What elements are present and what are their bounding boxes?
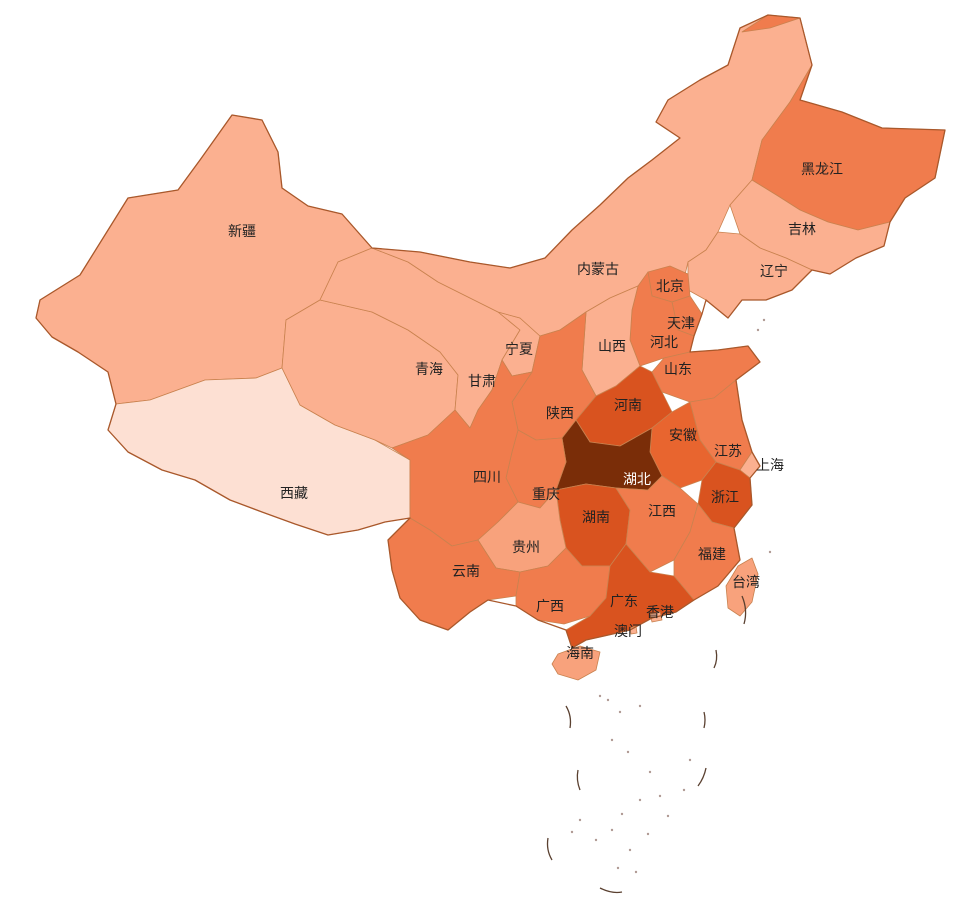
- province-labels: 黑龙江 吉林 辽宁 内蒙古 新疆 西藏 青海 甘肃 宁夏 陕西 山西 北京 天津…: [228, 162, 843, 662]
- label-sichuan: 四川: [473, 470, 501, 486]
- national-boundary: [35, 14, 946, 649]
- label-heilongjiang: 黑龙江: [801, 162, 843, 178]
- label-hubei: 湖北: [623, 472, 651, 488]
- label-shanxi: 山西: [598, 339, 626, 355]
- label-henan: 河南: [614, 398, 642, 414]
- label-hongkong: 香港: [646, 605, 674, 621]
- label-guangxi: 广西: [536, 599, 564, 615]
- label-jiangxi: 江西: [648, 504, 676, 520]
- label-xinjiang: 新疆: [228, 224, 256, 240]
- label-shanghai: 上海: [756, 458, 784, 474]
- south-sea-islands: [570, 318, 772, 874]
- label-jilin: 吉林: [788, 222, 816, 238]
- label-xizang: 西藏: [280, 486, 308, 502]
- label-zhejiang: 浙江: [711, 490, 739, 506]
- label-fujian: 福建: [698, 547, 726, 563]
- province-hainan[interactable]: [551, 645, 601, 681]
- label-macau: 澳门: [614, 624, 642, 640]
- label-qinghai: 青海: [415, 362, 443, 378]
- province-macau[interactable]: [629, 625, 638, 635]
- label-shandong: 山东: [664, 362, 692, 378]
- label-jiangsu: 江苏: [714, 444, 742, 460]
- label-shaanxi: 陕西: [546, 406, 574, 422]
- label-hainan: 海南: [566, 646, 594, 662]
- label-hunan: 湖南: [582, 510, 610, 526]
- label-tianjin: 天津: [667, 316, 695, 332]
- label-beijing: 北京: [656, 279, 684, 295]
- label-anhui: 安徽: [669, 428, 697, 444]
- label-taiwan: 台湾: [732, 574, 760, 591]
- label-chongqing: 重庆: [532, 487, 560, 503]
- label-yunnan: 云南: [452, 564, 480, 580]
- label-neimenggu: 内蒙古: [577, 262, 619, 278]
- nine-dash-line: [546, 595, 747, 894]
- label-guizhou: 贵州: [512, 540, 540, 556]
- label-guangdong: 广东: [610, 594, 638, 610]
- label-hebei: 河北: [650, 335, 678, 351]
- label-ningxia: 宁夏: [505, 341, 533, 358]
- label-liaoning: 辽宁: [760, 263, 788, 280]
- label-gansu: 甘肃: [468, 374, 496, 390]
